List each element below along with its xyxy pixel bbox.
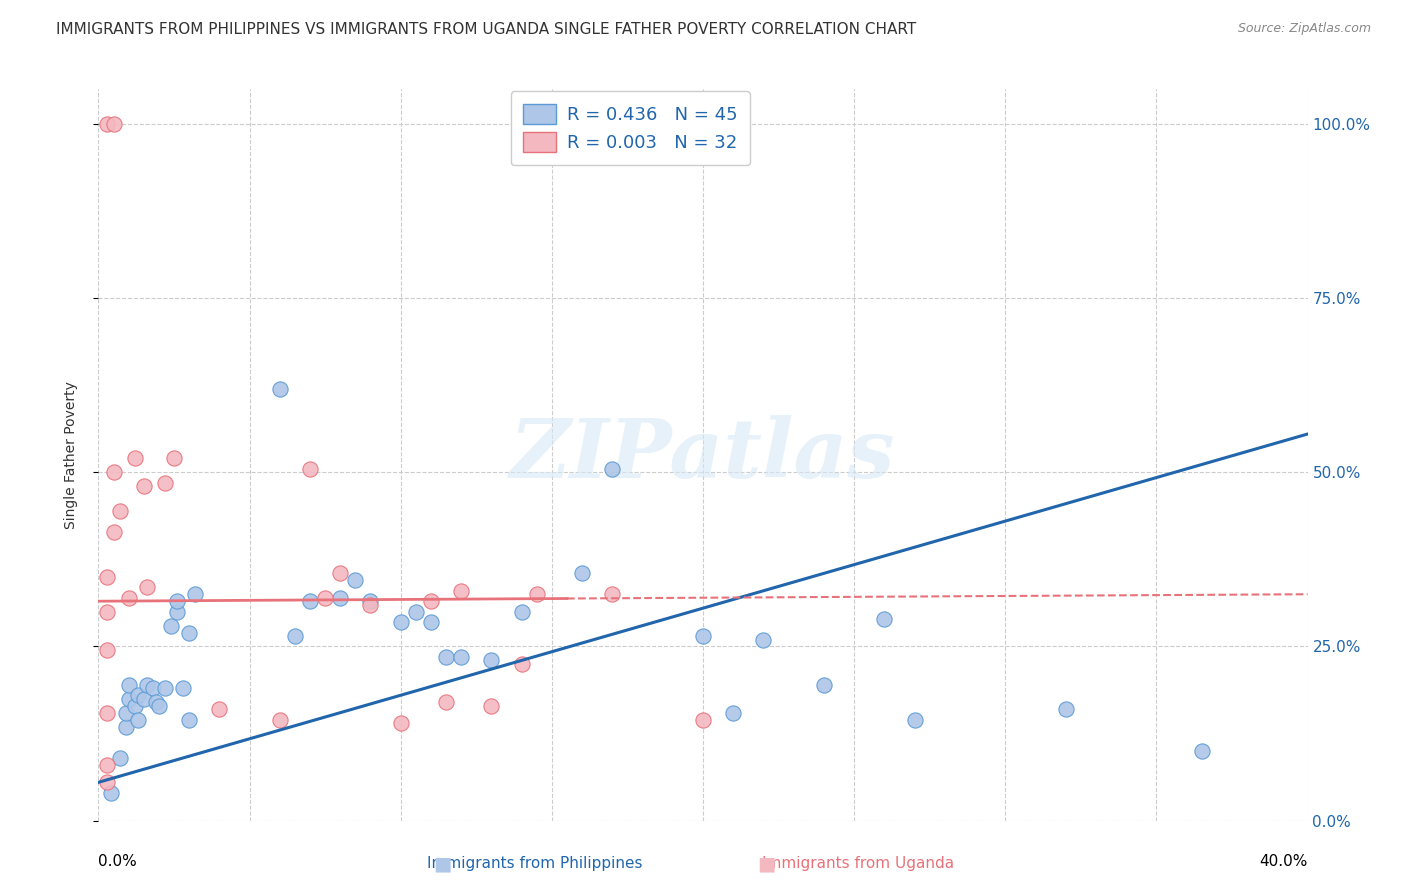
Point (420, 615, 443, 629)
Point (96, 643, 118, 657)
Point (904, 713, 927, 727)
Point (434, 649, 457, 664)
Point (360, 594, 382, 608)
Text: 0.0%: 0.0% (98, 854, 138, 869)
Point (118, 691, 141, 706)
Point (1054, 702, 1077, 716)
Point (284, 629, 307, 643)
Text: ZIPatlas: ZIPatlas (510, 415, 896, 495)
Text: 40.0%: 40.0% (1260, 854, 1308, 869)
Point (127, 688, 149, 702)
Point (172, 681, 194, 696)
Point (103, 117, 125, 131)
Point (299, 462, 322, 476)
Point (118, 678, 141, 692)
Point (299, 594, 322, 608)
Point (118, 591, 141, 605)
Text: Source: ZipAtlas.com: Source: ZipAtlas.com (1237, 22, 1371, 36)
Point (124, 698, 146, 713)
Point (135, 678, 157, 692)
Point (103, 524, 125, 539)
Point (602, 462, 624, 476)
Point (434, 695, 457, 709)
Point (329, 591, 352, 605)
Point (124, 451, 146, 466)
Point (344, 574, 367, 588)
Text: Immigrants from Uganda: Immigrants from Uganda (762, 856, 953, 871)
Point (166, 605, 188, 619)
Point (450, 583, 472, 598)
Point (692, 629, 714, 643)
Point (723, 706, 745, 720)
Point (481, 698, 503, 713)
Point (510, 605, 533, 619)
Point (153, 681, 176, 696)
Point (1191, 744, 1213, 758)
Point (163, 451, 186, 466)
Point (389, 716, 412, 731)
Point (96, 775, 118, 789)
Point (314, 591, 336, 605)
Point (510, 657, 533, 671)
Point (166, 594, 188, 608)
Point (153, 475, 176, 490)
Point (100, 786, 122, 800)
Point (208, 702, 231, 716)
Point (142, 681, 165, 696)
Point (132, 691, 155, 706)
Text: ■: ■ (433, 854, 453, 873)
Point (108, 503, 131, 517)
Point (360, 598, 382, 612)
Point (132, 479, 155, 493)
Text: Immigrants from Philippines: Immigrants from Philippines (426, 856, 643, 871)
Point (96, 758, 118, 772)
Point (389, 615, 412, 629)
Point (269, 713, 291, 727)
Point (405, 605, 427, 619)
Point (179, 625, 201, 640)
Point (873, 612, 896, 626)
Point (269, 382, 291, 396)
Point (160, 618, 183, 632)
Point (179, 713, 201, 727)
Point (96, 117, 118, 131)
Point (571, 566, 593, 581)
Point (114, 720, 136, 734)
Point (813, 678, 835, 692)
Point (96, 570, 118, 584)
Point (114, 706, 136, 720)
Point (752, 632, 775, 647)
Point (103, 466, 125, 480)
Point (127, 713, 149, 727)
Point (135, 580, 157, 594)
Point (184, 587, 207, 601)
Point (96, 605, 118, 619)
Legend: R = 0.436   N = 45, R = 0.003   N = 32: R = 0.436 N = 45, R = 0.003 N = 32 (510, 91, 749, 165)
Text: IMMIGRANTS FROM PHILIPPINES VS IMMIGRANTS FROM UGANDA SINGLE FATHER POVERTY CORR: IMMIGRANTS FROM PHILIPPINES VS IMMIGRANT… (56, 22, 917, 37)
Y-axis label: Single Father Poverty: Single Father Poverty (63, 381, 77, 529)
Point (526, 587, 548, 601)
Point (108, 751, 131, 765)
Point (602, 587, 624, 601)
Point (420, 594, 443, 608)
Point (145, 695, 167, 709)
Point (481, 653, 503, 667)
Point (692, 713, 714, 727)
Point (148, 698, 170, 713)
Point (450, 649, 472, 664)
Point (329, 566, 352, 581)
Text: ■: ■ (756, 854, 776, 873)
Point (96, 706, 118, 720)
